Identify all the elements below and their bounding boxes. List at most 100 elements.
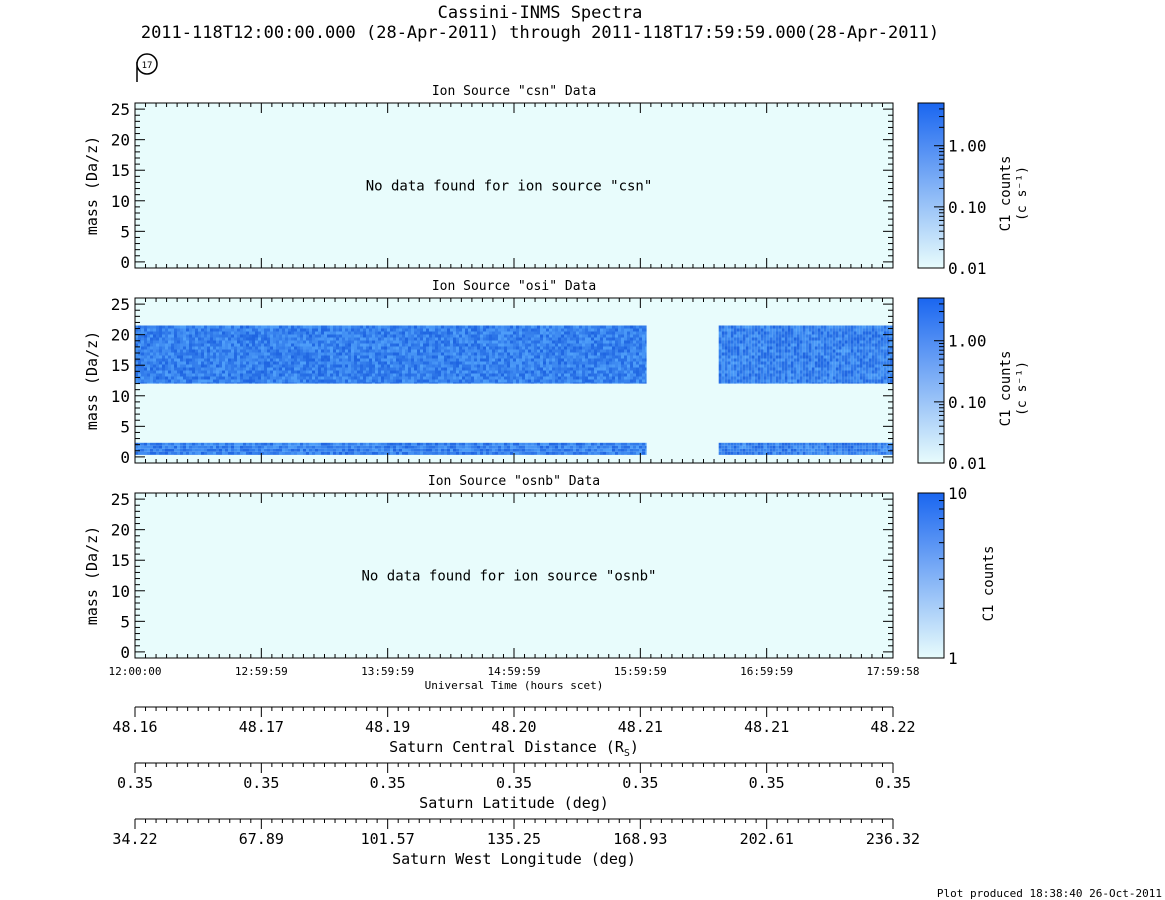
heatmap-cell: [153, 442, 156, 446]
heatmap-cell: [796, 325, 800, 329]
heatmap-cell: [612, 349, 615, 353]
heatmap-cell: [570, 334, 573, 338]
heatmap-cell: [498, 358, 501, 362]
heatmap-cell: [183, 349, 186, 353]
heatmap-cell: [609, 361, 612, 365]
heatmap-cell: [333, 346, 336, 350]
heatmap-cell: [162, 331, 165, 335]
heatmap-cell: [730, 370, 734, 374]
heatmap-cell: [609, 355, 612, 359]
heatmap-cell: [585, 346, 588, 350]
heatmap-cell: [868, 370, 872, 374]
heatmap-cell: [531, 349, 534, 353]
heatmap-cell: [153, 346, 156, 350]
heatmap-cell: [213, 331, 216, 335]
heatmap-cell: [757, 349, 761, 353]
heatmap-cell: [546, 358, 549, 362]
heatmap-cell: [811, 325, 815, 329]
heatmap-cell: [874, 355, 878, 359]
heatmap-cell: [216, 355, 219, 359]
heatmap-cell: [462, 379, 465, 383]
heatmap-cell: [393, 328, 396, 332]
heatmap-cell: [168, 355, 171, 359]
heatmap-cell: [808, 367, 812, 371]
heatmap-cell: [237, 364, 240, 368]
heatmap-cell: [558, 331, 561, 335]
heatmap-cell: [778, 328, 782, 332]
heatmap-cell: [318, 382, 321, 384]
heatmap-cell: [778, 337, 782, 341]
heatmap-cell: [327, 325, 330, 329]
heatmap-cell: [258, 379, 261, 383]
heatmap-cell: [603, 373, 606, 377]
heatmap-cell: [877, 325, 881, 329]
heatmap-cell: [189, 331, 192, 335]
heatmap-cell: [639, 364, 642, 368]
heatmap-cell: [471, 373, 474, 377]
heatmap-cell: [318, 361, 321, 365]
heatmap-cell: [219, 379, 222, 383]
heatmap-cell: [844, 337, 848, 341]
heatmap-cell: [489, 340, 492, 344]
heatmap-cell: [477, 361, 480, 365]
heatmap-cell: [603, 340, 606, 344]
heatmap-cell: [459, 376, 462, 380]
heatmap-cell: [336, 364, 339, 368]
heatmap-cell: [808, 364, 812, 368]
heatmap-cell: [258, 367, 261, 371]
heatmap-cell: [847, 325, 851, 329]
heatmap-cell: [189, 448, 192, 452]
heatmap-cell: [754, 367, 758, 371]
heatmap-cell: [841, 373, 845, 377]
heatmap-cell: [579, 376, 582, 380]
heatmap-cell: [363, 355, 366, 359]
heatmap-cell: [501, 364, 504, 368]
heatmap-cell: [300, 337, 303, 341]
heatmap-cell: [351, 361, 354, 365]
heatmap-cell: [276, 337, 279, 341]
heatmap-cell: [264, 379, 267, 383]
heatmap-cell: [426, 367, 429, 371]
heatmap-cell: [195, 364, 198, 368]
heatmap-cell: [492, 376, 495, 380]
heatmap-cell: [754, 331, 758, 335]
heatmap-cell: [345, 337, 348, 341]
heatmap-cell: [468, 370, 471, 374]
heatmap-cell: [291, 361, 294, 365]
heatmap-cell: [805, 340, 809, 344]
heatmap-cell: [378, 373, 381, 377]
heatmap-cell: [288, 364, 291, 368]
heatmap-cell: [588, 328, 591, 332]
heatmap-cell: [240, 340, 243, 344]
heatmap-cell: [742, 370, 746, 374]
heatmap-cell: [450, 328, 453, 332]
heatmap-cell: [769, 343, 773, 347]
heatmap-cell: [213, 355, 216, 359]
heatmap-cell: [255, 337, 258, 341]
heatmap-cell: [387, 364, 390, 368]
heatmap-cell: [805, 358, 809, 362]
heatmap-cell: [300, 328, 303, 332]
heatmap-cell: [399, 352, 402, 356]
heatmap-cell: [393, 355, 396, 359]
heatmap-cell: [456, 325, 459, 329]
heatmap-cell: [594, 346, 597, 350]
heatmap-cell: [519, 370, 522, 374]
heatmap-cell: [273, 331, 276, 335]
heatmap-cell: [841, 364, 845, 368]
heatmap-cell: [769, 367, 773, 371]
heatmap-cell: [805, 379, 809, 383]
heatmap-cell: [264, 325, 267, 329]
heatmap-cell: [243, 343, 246, 347]
heatmap-cell: [624, 331, 627, 335]
heatmap-cell: [315, 346, 318, 350]
heatmap-cell: [174, 334, 177, 338]
heatmap-cell: [480, 370, 483, 374]
heatmap-cell: [721, 370, 725, 374]
heatmap-cell: [282, 331, 285, 335]
heatmap-cell: [630, 349, 633, 353]
heatmap-cell: [874, 376, 878, 380]
heatmap-cell: [561, 367, 564, 371]
heatmap-cell: [546, 331, 549, 335]
heatmap-cell: [793, 346, 797, 350]
